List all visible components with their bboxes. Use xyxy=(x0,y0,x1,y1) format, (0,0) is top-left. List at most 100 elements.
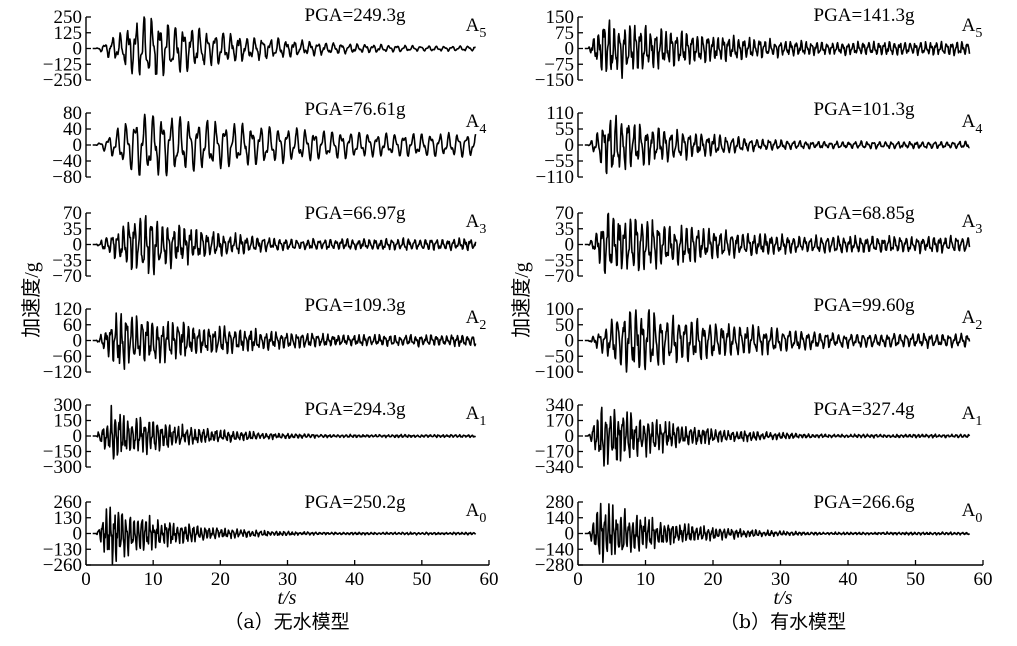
x-tick-label: 40 xyxy=(345,569,364,590)
y-tick-label: −35 xyxy=(52,250,82,271)
x-tick-label: 50 xyxy=(906,569,925,590)
y-tick-label: 0 xyxy=(565,39,575,60)
y-tick-label: −130 xyxy=(43,539,82,560)
pga-label: PGA=68.85g xyxy=(814,203,915,224)
y-tick-label: −55 xyxy=(544,151,574,172)
y-tick-label: −75 xyxy=(544,54,574,75)
y-tick-label: −170 xyxy=(535,442,574,463)
y-tick-label: −300 xyxy=(43,457,82,478)
y-tick-label: −280 xyxy=(535,555,574,576)
y-tick-label: −70 xyxy=(52,266,82,287)
y-tick-label: 55 xyxy=(555,119,574,140)
y-tick-label: 110 xyxy=(546,103,574,124)
y-tick-label: 70 xyxy=(63,203,82,224)
acceleration-trace-a3 xyxy=(584,212,971,275)
pga-label: PGA=294.3g xyxy=(305,399,406,420)
y-tick-label: −80 xyxy=(52,167,82,188)
y-tick-label: 300 xyxy=(54,395,83,416)
acceleration-trace-a2 xyxy=(584,309,971,373)
position-label: A3 xyxy=(466,211,487,237)
x-tick-label: 10 xyxy=(636,569,655,590)
y-tick-label: −250 xyxy=(43,70,82,91)
pga-label: PGA=327.4g xyxy=(814,399,915,420)
y-tick-label: −150 xyxy=(535,70,574,91)
x-tick-label: 50 xyxy=(412,569,431,590)
x-axis-title-right: t/s xyxy=(774,587,793,609)
x-tick-label: 30 xyxy=(278,569,297,590)
acceleration-trace-a5 xyxy=(92,16,476,77)
position-label: A0 xyxy=(466,500,487,526)
y-tick-label: −120 xyxy=(43,362,82,383)
y-tick-label: 130 xyxy=(54,508,83,529)
y-tick-label: 280 xyxy=(546,492,575,513)
acceleration-trace-a5 xyxy=(584,19,971,79)
x-tick-label: 60 xyxy=(974,569,993,590)
position-label: A1 xyxy=(962,403,983,429)
x-tick-label: 0 xyxy=(573,569,583,590)
y-tick-label: −125 xyxy=(43,54,82,75)
y-axis-title-left: 加速度/g xyxy=(20,262,43,338)
pga-label: PGA=99.60g xyxy=(814,295,915,316)
y-tick-label: 0 xyxy=(73,235,83,256)
y-tick-label: 170 xyxy=(546,411,575,432)
y-tick-label: 150 xyxy=(54,411,83,432)
y-tick-label: −140 xyxy=(535,539,574,560)
y-tick-label: 0 xyxy=(565,235,575,256)
y-tick-label: −110 xyxy=(535,167,574,188)
pga-label: PGA=250.2g xyxy=(305,492,406,513)
x-tick-label: 30 xyxy=(771,569,790,590)
y-tick-label: 100 xyxy=(546,299,575,320)
y-tick-label: −340 xyxy=(535,457,574,478)
y-tick-label: 340 xyxy=(546,395,575,416)
y-tick-label: −260 xyxy=(43,555,82,576)
y-tick-label: 150 xyxy=(546,7,575,28)
pga-label: PGA=76.61g xyxy=(305,99,406,120)
y-tick-label: 0 xyxy=(73,426,83,447)
y-tick-label: 0 xyxy=(73,331,83,352)
position-label: A1 xyxy=(466,403,487,429)
y-tick-label: −50 xyxy=(544,346,574,367)
position-label: A2 xyxy=(962,307,983,333)
y-tick-label: 0 xyxy=(565,135,575,156)
y-tick-label: −40 xyxy=(52,151,82,172)
y-tick-label: 260 xyxy=(54,492,83,513)
y-tick-label: 0 xyxy=(565,426,575,447)
y-tick-label: −35 xyxy=(544,250,574,271)
acceleration-trace-a0 xyxy=(92,506,477,565)
y-tick-label: 0 xyxy=(565,524,575,545)
y-tick-label: 70 xyxy=(555,203,574,224)
position-label: A3 xyxy=(962,211,983,237)
x-tick-label: 20 xyxy=(704,569,723,590)
y-tick-label: −60 xyxy=(52,346,82,367)
x-axis-title-left: t/s xyxy=(278,587,297,609)
caption-no-water-model: （a）无水模型 xyxy=(224,611,349,633)
position-label: A5 xyxy=(466,15,487,41)
position-label: A2 xyxy=(466,307,487,333)
y-tick-label: 80 xyxy=(63,103,82,124)
x-tick-label: 60 xyxy=(480,569,499,590)
y-tick-label: 140 xyxy=(546,508,575,529)
acceleration-trace-a3 xyxy=(92,215,477,276)
y-tick-label: 60 xyxy=(63,315,82,336)
pga-label: PGA=266.6g xyxy=(814,492,915,513)
y-tick-label: 35 xyxy=(555,219,574,240)
pga-label: PGA=101.3g xyxy=(814,99,915,120)
pga-label: PGA=66.97g xyxy=(305,203,406,224)
x-tick-label: 20 xyxy=(211,569,230,590)
acceleration-trace-a1 xyxy=(92,404,477,460)
acceleration-trace-a0 xyxy=(584,502,971,564)
position-label: A0 xyxy=(962,500,983,526)
y-tick-label: −150 xyxy=(43,442,82,463)
y-tick-label: −100 xyxy=(535,362,574,383)
